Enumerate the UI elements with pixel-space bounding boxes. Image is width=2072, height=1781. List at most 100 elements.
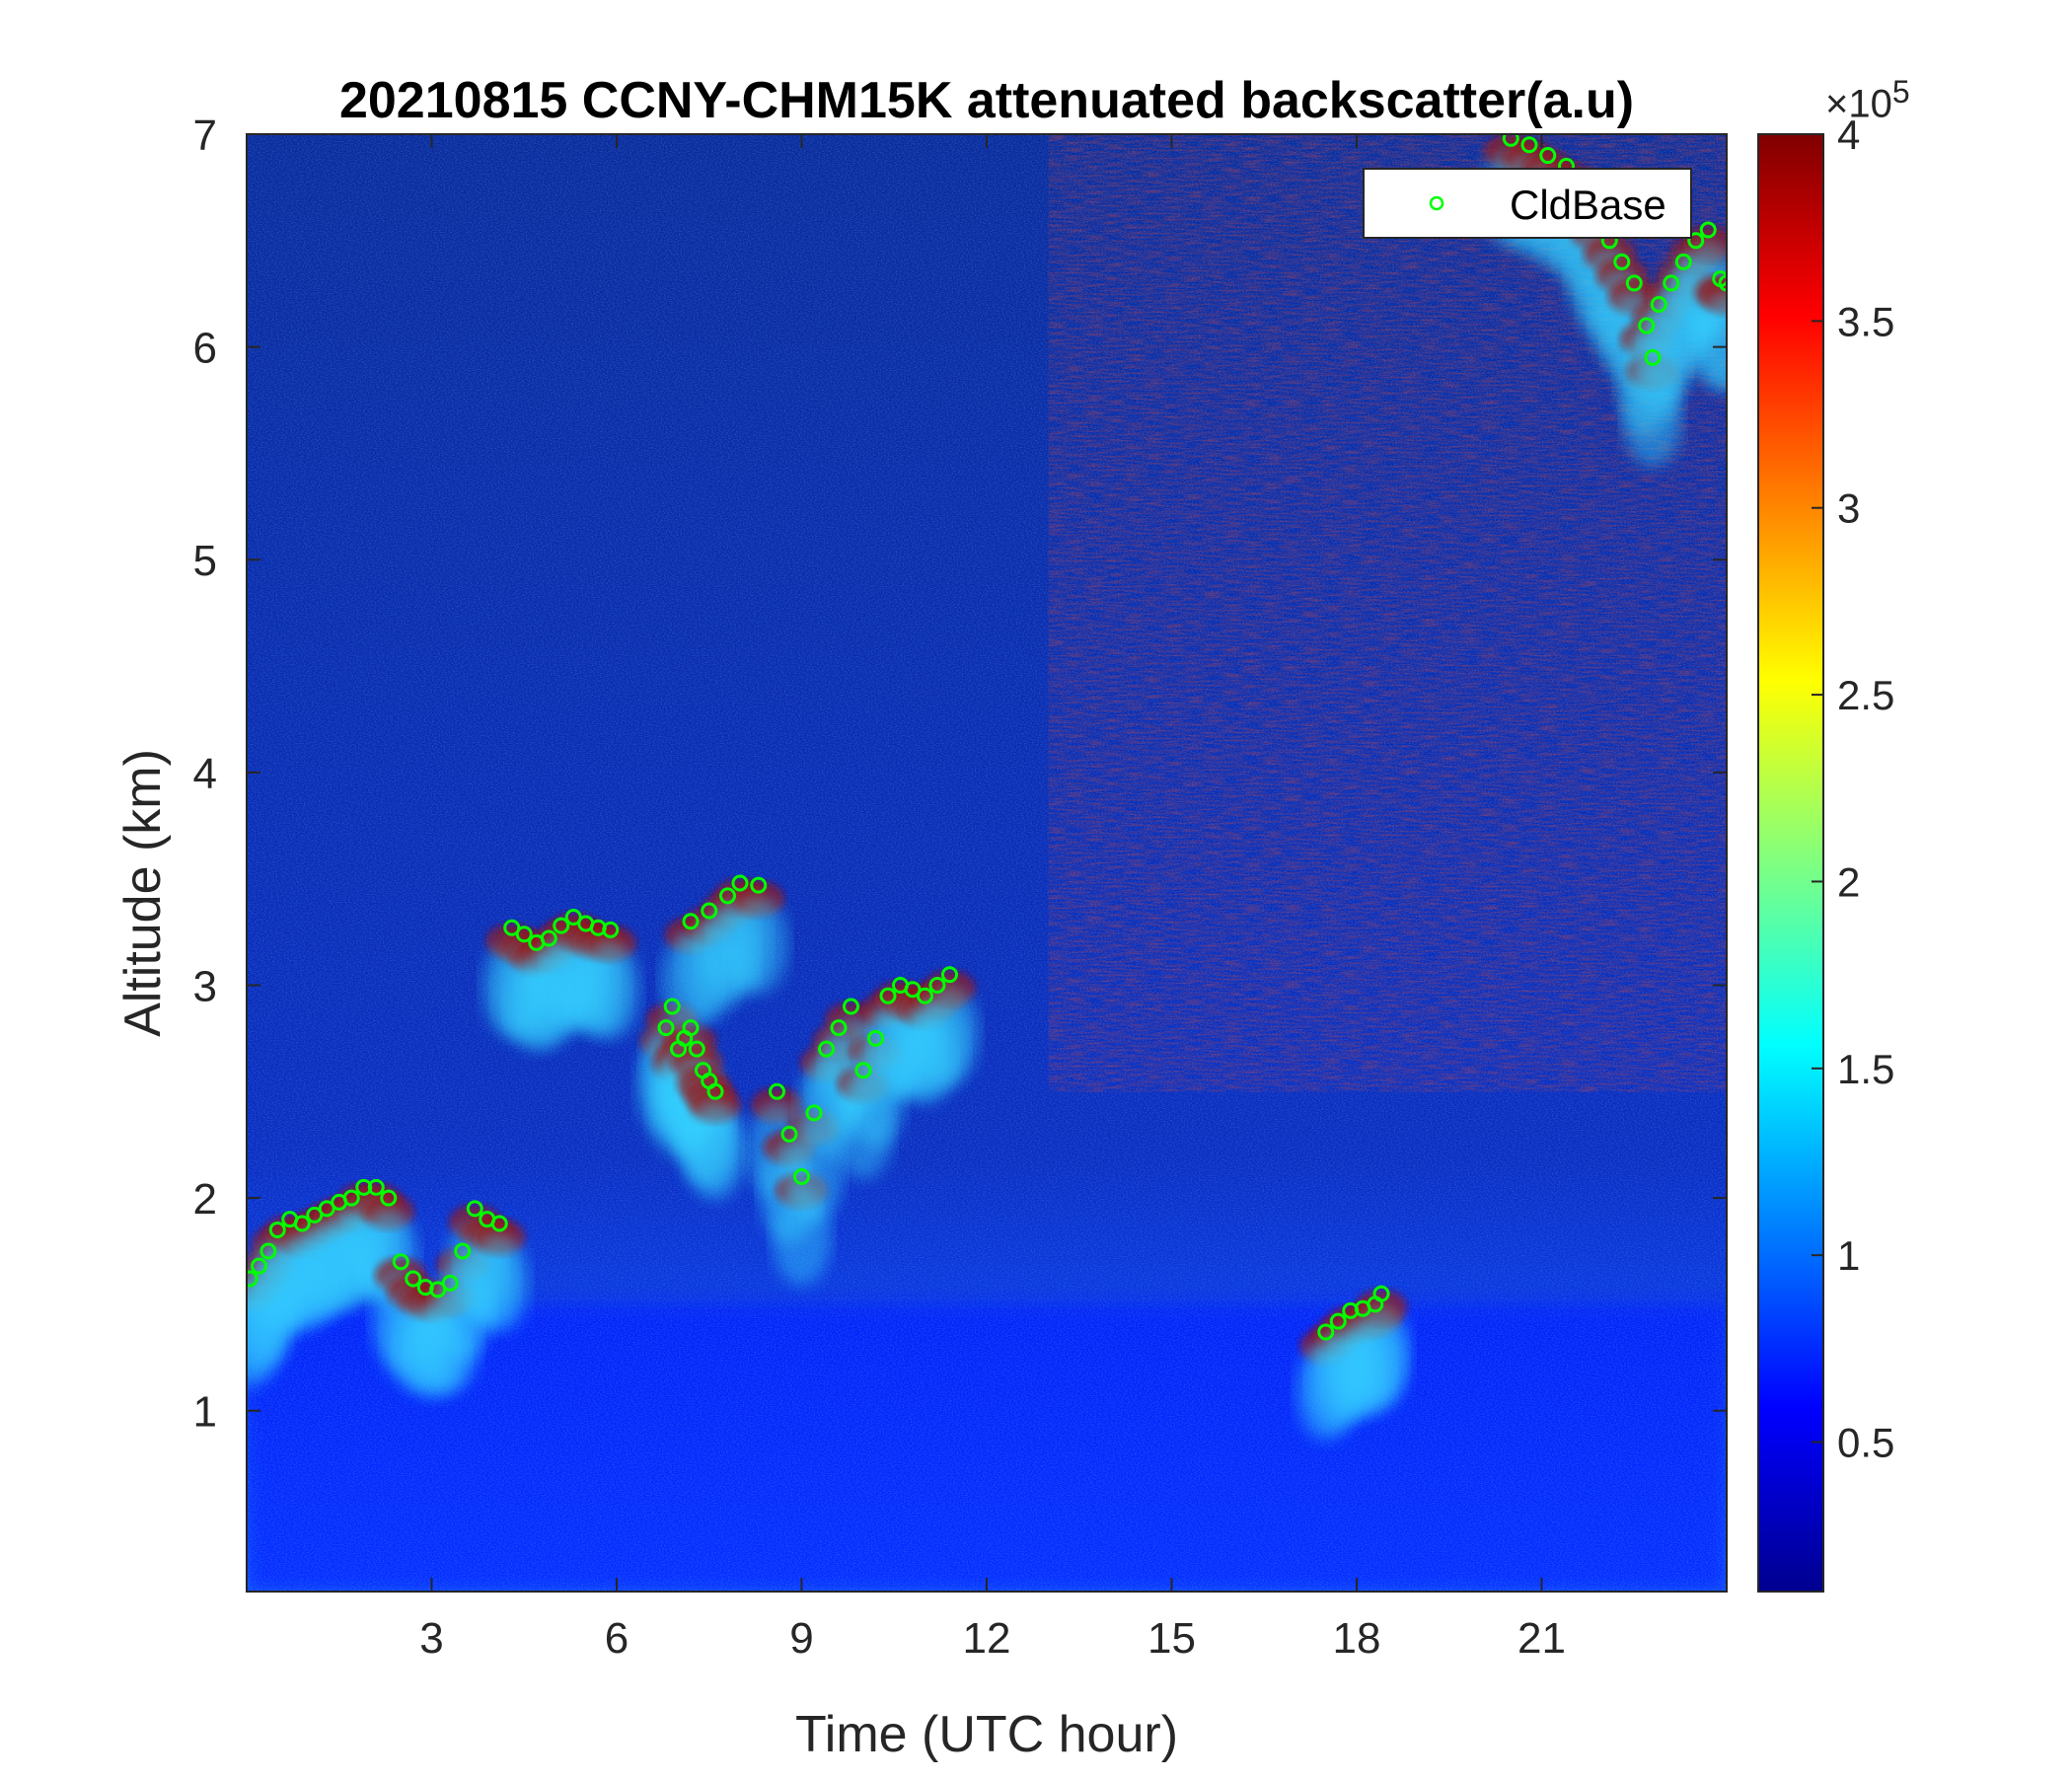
cldbase-point <box>259 1242 277 1260</box>
cldbase-point <box>867 1029 884 1047</box>
x-tick-label: 18 <box>1333 1614 1381 1663</box>
cldbase-point <box>1718 274 1727 292</box>
y-axis-label: Altitude (km) <box>114 749 172 1037</box>
colorbar-tick-label: 1 <box>1837 1232 1860 1279</box>
colorbar-tick-label: 4 <box>1837 111 1860 158</box>
x-tick-label: 12 <box>963 1614 1011 1663</box>
cldbase-point <box>490 1215 508 1232</box>
cldbase-point <box>268 1221 286 1238</box>
heatmap-axes <box>247 134 1727 1592</box>
colorbar-multiplier: ×105 <box>1825 74 1910 126</box>
x-tick-label: 15 <box>1147 1614 1196 1663</box>
y-tick-label: 3 <box>193 962 217 1010</box>
y-tick-label: 5 <box>193 537 217 585</box>
cldbase-point <box>682 913 700 930</box>
cldbase-point <box>1520 136 1538 154</box>
cldbase-point <box>1674 253 1692 270</box>
cldbase-point <box>805 1104 823 1122</box>
legend-label: CldBase <box>1510 182 1666 228</box>
cldbase-point <box>1663 274 1680 292</box>
cldbase-point <box>793 1168 810 1186</box>
cldbase-point <box>1613 253 1631 270</box>
cldbase-point <box>441 1274 459 1292</box>
cloud-scatter <box>1697 292 1727 392</box>
y-tick-label: 1 <box>193 1388 217 1437</box>
cldbase-point <box>1638 317 1656 334</box>
cloud-scatter <box>470 1232 530 1332</box>
cldbase-point <box>1329 1312 1347 1330</box>
cldbase-point <box>663 998 681 1015</box>
cldbase-point <box>688 1040 705 1058</box>
chart-title: 20210815 CCNY-CHM15K attenuated backscat… <box>338 72 1635 129</box>
cloud-scatter <box>920 984 980 1083</box>
cldbase-point <box>367 1178 385 1196</box>
colorbar-tick-label: 3 <box>1837 485 1860 532</box>
cldbase-point <box>818 1040 835 1058</box>
colorbar: 0.5 1 1.5 2 2.5 3 3.5 4 <box>1757 111 1894 1593</box>
cldbase-point <box>706 1082 724 1100</box>
colorbar-multiplier-base: ×10 <box>1825 82 1892 126</box>
cldbase-point <box>941 966 958 984</box>
cldbase-point <box>251 1257 267 1275</box>
legend: CldBase <box>1363 168 1692 239</box>
cldbase-point <box>466 1200 483 1218</box>
cldbase-point <box>750 876 768 894</box>
cldbase-point <box>293 1215 311 1232</box>
legend-box <box>1363 168 1692 239</box>
cldbase-point <box>1687 232 1705 250</box>
cldbase-point <box>701 902 718 920</box>
cloud-halo-group <box>247 134 1727 1441</box>
cldbase-point <box>247 1270 259 1288</box>
x-tick-label: 3 <box>419 1614 443 1663</box>
cldbase-point <box>540 929 557 947</box>
cloud-scatter <box>1352 1303 1411 1403</box>
colorbar-gradient <box>1757 133 1824 1593</box>
cldbase-point <box>454 1242 472 1260</box>
cldbase-point <box>342 1189 360 1207</box>
x-tick-label: 21 <box>1517 1614 1566 1663</box>
cldbase-point <box>553 917 570 934</box>
cldbase-point <box>1372 1285 1390 1302</box>
cldbase-point <box>1699 221 1717 239</box>
cldbase-point <box>917 987 933 1004</box>
heatmap-noise <box>247 134 1727 1592</box>
cldbase-point <box>843 998 859 1015</box>
cldbase-point <box>928 976 946 994</box>
colorbar-multiplier-exponent: 5 <box>1891 74 1910 110</box>
cldbase-point <box>602 921 620 938</box>
cldbase-point <box>1644 348 1662 366</box>
colorbar-tick-label: 3.5 <box>1837 298 1894 344</box>
cldbase-point <box>405 1270 422 1288</box>
cloud-scatter <box>580 939 640 1039</box>
y-tick-label: 4 <box>193 750 217 798</box>
cloud-scatter <box>686 1101 745 1201</box>
x-tick-label: 6 <box>605 1614 629 1663</box>
cldbase-point <box>731 874 749 892</box>
legend-marker <box>1429 195 1444 211</box>
x-axis-label: Time (UTC hour) <box>794 1706 1179 1763</box>
cldbase-point <box>830 1019 848 1037</box>
cldbase-point <box>719 887 736 905</box>
cldbase-point <box>515 926 533 943</box>
cldbase-point <box>780 1125 798 1143</box>
cldbase-point <box>854 1062 872 1079</box>
cldbase-point <box>1317 1323 1335 1341</box>
cldbase-point <box>769 1082 785 1100</box>
y-tick-label: 7 <box>193 111 217 160</box>
cldbase-point <box>879 987 897 1004</box>
cldbase-point <box>682 1019 700 1037</box>
y-tick-label: 2 <box>193 1175 217 1224</box>
y-tick-label: 6 <box>193 325 217 373</box>
cldbase-point <box>1625 274 1643 292</box>
colorbar-tick-label: 1.5 <box>1837 1046 1894 1092</box>
cldbase-point <box>1539 147 1557 165</box>
cldbase-point <box>657 1019 675 1037</box>
cldbase-point <box>392 1253 409 1271</box>
colorbar-tick-label: 2.5 <box>1837 672 1894 718</box>
colorbar-tick-label: 2 <box>1837 858 1860 905</box>
cldbase-point <box>380 1189 398 1207</box>
x-tick-label: 9 <box>789 1614 813 1663</box>
cldbase-point <box>1650 295 1667 313</box>
